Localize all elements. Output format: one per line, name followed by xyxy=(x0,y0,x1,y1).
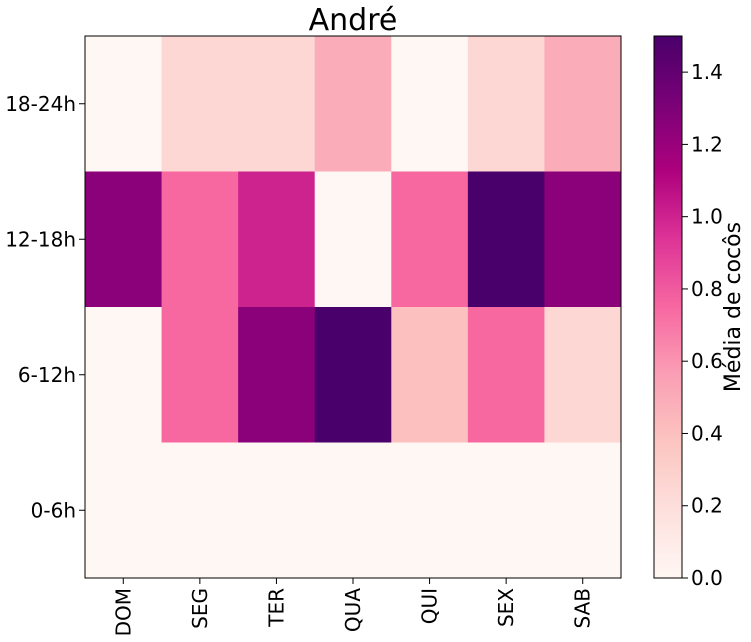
heatmap-cell-0-6h-QUI xyxy=(391,442,469,579)
heatmap-cell-12-18h-DOM xyxy=(85,171,163,308)
heatmap-cell-12-18h-SAB xyxy=(544,171,622,308)
x-tick-label: SAB xyxy=(571,588,595,628)
heatmap-cell-12-18h-SEG xyxy=(161,171,239,308)
colorbar-tick-label: 0.2 xyxy=(691,494,723,518)
chart-title: André xyxy=(309,3,398,38)
heatmap-cell-0-6h-TER xyxy=(238,442,316,579)
heatmap-cells xyxy=(85,36,622,579)
heatmap-cell-0-6h-QUA xyxy=(314,442,392,579)
heatmap-cell-18-24h-SAB xyxy=(544,36,622,172)
colorbar-tick-label: 0.4 xyxy=(691,421,723,445)
colorbar-label: Média de cocôs xyxy=(721,222,746,392)
x-tick-label: SEG xyxy=(188,588,212,629)
y-tick-label: 6-12h xyxy=(18,363,76,387)
y-axis: 18-24h 12-18h 6-12h 0-6h xyxy=(5,92,85,522)
heatmap-cell-18-24h-DOM xyxy=(85,36,163,172)
colorbar-tick-label: 0.6 xyxy=(691,349,723,373)
heatmap-cell-6-12h-DOM xyxy=(85,307,163,443)
x-tick-label: DOM xyxy=(111,588,135,636)
x-axis: DOM SEG TER QUA QUI SEX SAB xyxy=(111,578,595,636)
heatmap-cell-18-24h-QUA xyxy=(314,36,392,172)
colorbar-tick-label: 1.4 xyxy=(691,60,723,84)
heatmap-cell-18-24h-TER xyxy=(238,36,316,172)
y-tick-label: 18-24h xyxy=(5,92,76,116)
x-tick-label: SEX xyxy=(494,588,518,627)
heatmap-cell-0-6h-DOM xyxy=(85,442,163,579)
y-tick-label: 0-6h xyxy=(31,498,76,522)
heatmap-cell-0-6h-SEX xyxy=(467,442,545,579)
heatmap-cell-6-12h-QUI xyxy=(391,307,469,443)
heatmap-cell-18-24h-SEX xyxy=(467,36,545,172)
heatmap-cell-0-6h-SEG xyxy=(161,442,239,579)
heatmap-cell-6-12h-SAB xyxy=(544,307,622,443)
colorbar-axis: 0.0 0.2 0.4 0.6 0.8 1.0 1.2 1.4 xyxy=(682,60,723,590)
x-tick-label: QUA xyxy=(341,588,365,632)
heatmap-cell-6-12h-SEG xyxy=(161,307,239,443)
heatmap-cell-12-18h-SEX xyxy=(467,171,545,308)
colorbar-tick-label: 1.2 xyxy=(691,132,723,156)
heatmap-cell-6-12h-TER xyxy=(238,307,316,443)
x-tick-label: QUI xyxy=(418,588,442,624)
colorbar-tick-label: 0.0 xyxy=(691,566,723,590)
heatmap-cell-12-18h-QUI xyxy=(391,171,469,308)
heatmap-cell-12-18h-TER xyxy=(238,171,316,308)
heatmap-cell-18-24h-SEG xyxy=(161,36,239,172)
heatmap-cell-6-12h-SEX xyxy=(467,307,545,443)
colorbar xyxy=(653,35,683,579)
heatmap-cell-18-24h-QUI xyxy=(391,36,469,172)
x-tick-label: TER xyxy=(264,588,288,628)
heatmap-cell-12-18h-QUA xyxy=(314,171,392,308)
heatmap-cell-6-12h-QUA xyxy=(314,307,392,443)
heatmap-cell-0-6h-SAB xyxy=(544,442,622,579)
y-tick-label: 12-18h xyxy=(5,227,76,251)
colorbar-tick-label: 1.0 xyxy=(691,205,723,229)
colorbar-tick-label: 0.8 xyxy=(691,277,723,301)
